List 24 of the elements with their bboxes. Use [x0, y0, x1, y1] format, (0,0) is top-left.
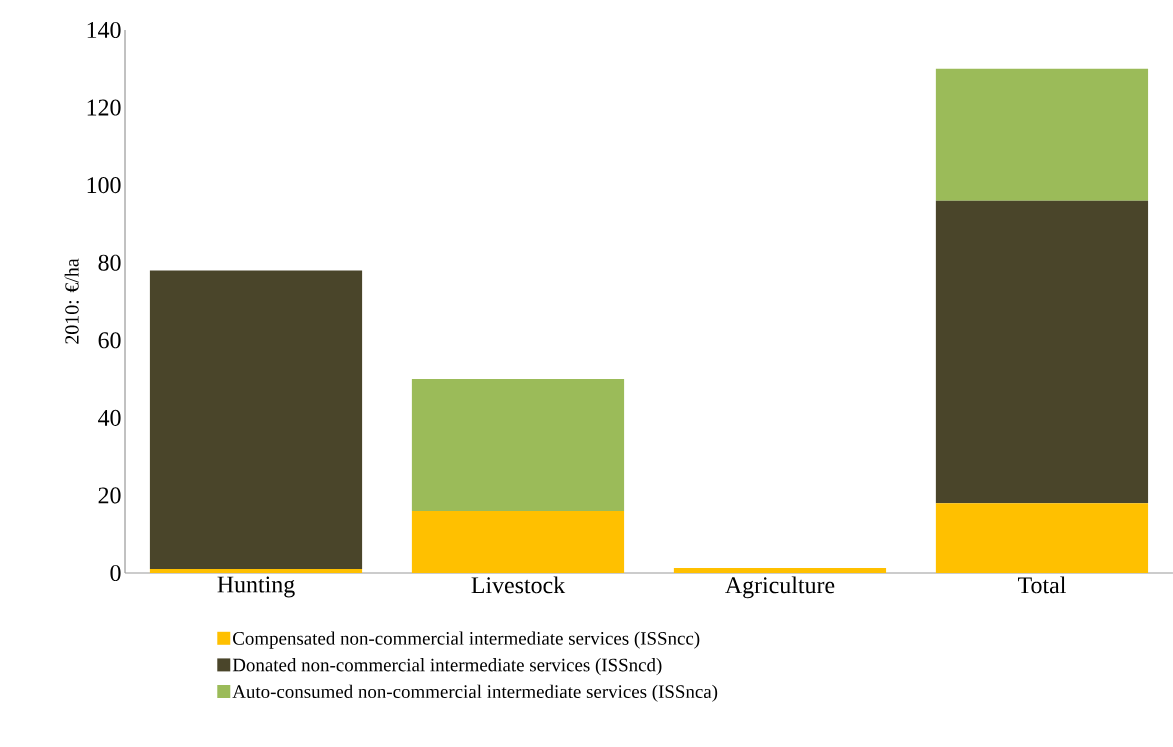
legend-label: Auto-consumed non-commercial intermediate services (ISSnca): [232, 684, 718, 702]
x-tick-label: Total: [1018, 576, 1066, 594]
y-tick-label: 20: [98, 487, 121, 504]
y-tick-label: 40: [98, 409, 121, 426]
x-tick-label: Agriculture: [725, 576, 835, 599]
bar: [673, 567, 887, 573]
bar: [935, 200, 1149, 504]
bar: [411, 510, 625, 573]
bar: [411, 379, 625, 511]
y-tick-label: 100: [87, 177, 121, 194]
x-tick-label: Hunting: [217, 576, 295, 598]
bar: [935, 68, 1149, 201]
y-axis-title: 2010: €/ha: [64, 258, 79, 344]
y-tick-label: 60: [98, 332, 121, 349]
legend-label: Donated non-commercial intermediate services (ISSncd): [232, 658, 662, 676]
x-tick-label: Livestock: [471, 576, 566, 594]
y-tick-label: 120: [87, 99, 121, 116]
bar: [149, 270, 363, 570]
legend-label: Compensated non-commercial intermediate services (ISSncc): [233, 631, 700, 649]
bar: [149, 569, 363, 573]
bar: [935, 503, 1149, 573]
y-tick-label: 140: [87, 21, 121, 39]
y-tick-label: 80: [98, 254, 121, 271]
y-tick-label: 0: [110, 564, 121, 582]
